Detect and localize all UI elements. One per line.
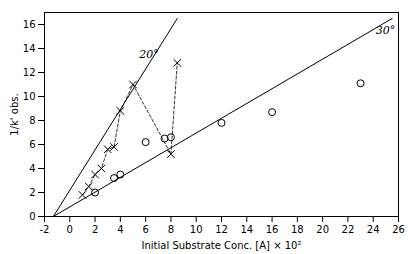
svg-text:14: 14: [23, 43, 36, 54]
svg-text:10: 10: [23, 91, 36, 102]
svg-text:24: 24: [367, 224, 380, 235]
svg-text:1/k' obs.: 1/k' obs.: [9, 93, 20, 135]
svg-text:12: 12: [23, 67, 36, 78]
svg-text:2: 2: [29, 187, 35, 198]
svg-text:8: 8: [29, 115, 35, 126]
svg-text:16: 16: [23, 19, 36, 30]
svg-text:10: 10: [190, 224, 203, 235]
svg-text:4: 4: [117, 224, 123, 235]
svg-text:12: 12: [215, 224, 228, 235]
svg-text:0: 0: [67, 224, 73, 235]
svg-text:4: 4: [29, 163, 35, 174]
svg-text:26: 26: [392, 224, 405, 235]
svg-text:14: 14: [240, 224, 253, 235]
svg-text:-2: -2: [40, 224, 50, 235]
svg-text:18: 18: [291, 224, 304, 235]
svg-text:22: 22: [342, 224, 355, 235]
svg-text:20: 20: [316, 224, 329, 235]
svg-text:16: 16: [266, 224, 279, 235]
svg-text:8: 8: [168, 224, 174, 235]
svg-text:6: 6: [142, 224, 148, 235]
svg-text:6: 6: [29, 139, 35, 150]
svg-text:Initial Substrate Conc. [A] ×: Initial Substrate Conc. [A] × 10²: [142, 240, 302, 251]
svg-text:30°: 30°: [376, 24, 396, 37]
svg-text:0: 0: [29, 211, 35, 222]
svg-text:2: 2: [92, 224, 98, 235]
svg-text:20°: 20°: [138, 48, 159, 61]
